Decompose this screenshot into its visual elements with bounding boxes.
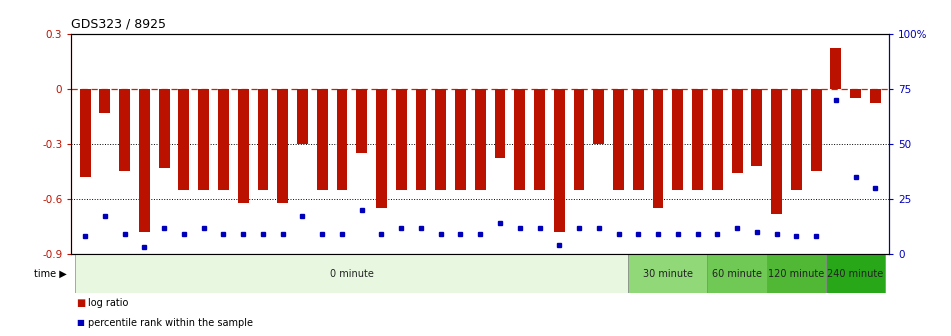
Bar	[534, 89, 545, 190]
Bar	[791, 89, 802, 190]
Bar	[198, 89, 209, 190]
Bar	[751, 89, 763, 166]
Bar	[692, 89, 703, 190]
Bar	[708, 254, 767, 293]
Bar	[652, 89, 664, 208]
Bar	[436, 89, 446, 190]
Bar	[119, 89, 130, 171]
Bar	[337, 89, 347, 190]
Text: 60 minute: 60 minute	[712, 268, 762, 279]
Bar	[100, 89, 110, 113]
Bar	[712, 89, 723, 190]
Bar	[495, 89, 505, 159]
Bar	[258, 89, 268, 190]
Bar	[629, 254, 708, 293]
Bar	[357, 89, 367, 153]
Text: 0 minute: 0 minute	[330, 268, 374, 279]
Bar	[826, 254, 885, 293]
Text: percentile rank within the sample: percentile rank within the sample	[88, 318, 254, 328]
Text: ■: ■	[76, 298, 86, 308]
Text: 30 minute: 30 minute	[643, 268, 693, 279]
Bar	[238, 89, 248, 203]
Text: GDS323 / 8925: GDS323 / 8925	[71, 17, 166, 30]
Bar	[278, 89, 288, 203]
Bar	[731, 89, 743, 173]
Bar	[514, 89, 525, 190]
Bar	[317, 89, 328, 190]
Text: time ▶: time ▶	[34, 268, 67, 279]
Bar	[376, 89, 387, 208]
Text: 120 minute: 120 minute	[768, 268, 825, 279]
Text: ■: ■	[76, 318, 84, 327]
Bar	[456, 89, 466, 190]
Bar	[75, 254, 629, 293]
Bar	[830, 48, 842, 89]
Bar	[632, 89, 644, 190]
Bar	[573, 89, 585, 190]
Bar	[810, 89, 822, 171]
Text: 240 minute: 240 minute	[827, 268, 883, 279]
Bar	[613, 89, 624, 190]
Bar	[159, 89, 169, 168]
Bar	[80, 89, 90, 177]
Bar	[771, 89, 782, 214]
Bar	[297, 89, 308, 144]
Bar	[139, 89, 150, 232]
Bar	[767, 254, 826, 293]
Bar	[553, 89, 565, 232]
Bar	[475, 89, 486, 190]
Bar	[179, 89, 189, 190]
Bar	[396, 89, 407, 190]
Bar	[218, 89, 229, 190]
Text: log ratio: log ratio	[88, 298, 128, 308]
Bar	[850, 89, 861, 98]
Bar	[416, 89, 426, 190]
Bar	[672, 89, 683, 190]
Bar	[593, 89, 604, 144]
Bar	[870, 89, 881, 103]
